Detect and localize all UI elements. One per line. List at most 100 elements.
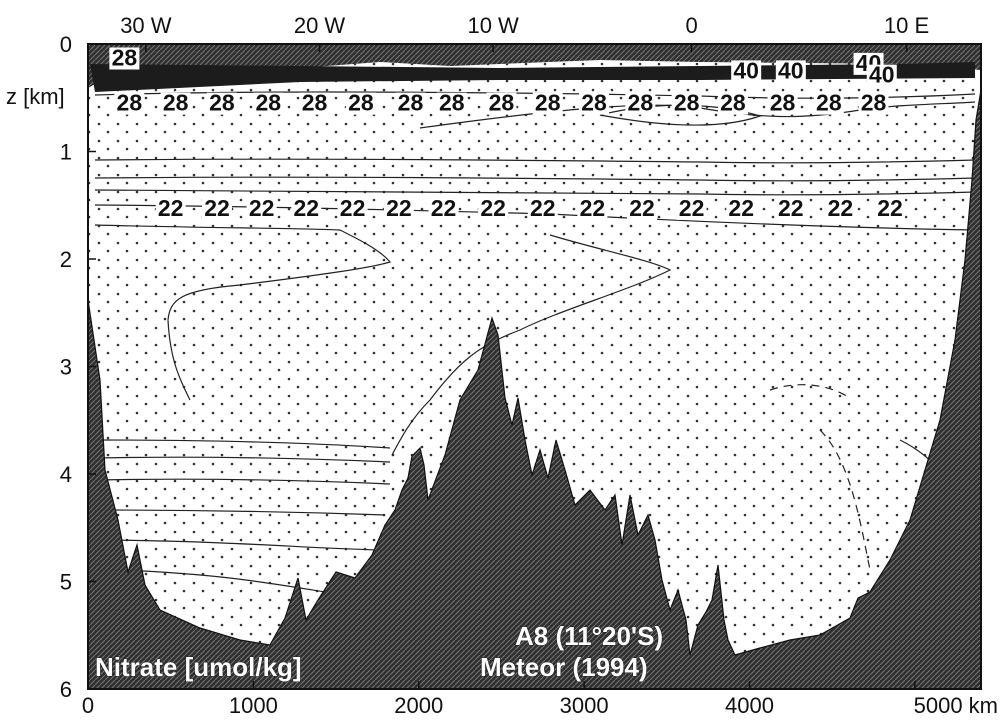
contour-label-background [577, 198, 608, 220]
contour-label: 22 [728, 195, 754, 221]
contour-label-background [114, 92, 145, 115]
contour-label: 22 [877, 195, 903, 221]
x-axis: 0 1000 2000 3000 4000 5000 km [82, 681, 998, 718]
contour-label-background [625, 92, 656, 115]
depth-tick-label: 1 [60, 140, 72, 165]
contour-label-background [478, 198, 509, 220]
contour-label-background [858, 92, 889, 115]
contour-label: 40 [778, 57, 804, 83]
contour-label: 28 [302, 90, 328, 116]
contour-label: 28 [861, 90, 887, 116]
contour-label: 40 [733, 57, 759, 83]
depth-tick-label: 2 [60, 247, 72, 272]
longitude-axis: 30 W 20 W 10 W 0 10 E [120, 13, 929, 52]
contour-label-background [160, 92, 191, 115]
contour-label: 22 [158, 195, 184, 221]
contour-label-background [486, 92, 517, 115]
contour-label: 28 [535, 90, 561, 116]
water-column [88, 44, 981, 689]
contour-label-background [579, 92, 610, 115]
contour-label: 28 [117, 90, 143, 116]
x-tick-label: 0 [82, 693, 94, 718]
contour-label-background [299, 92, 330, 115]
depth-tick-label: 4 [60, 462, 72, 487]
depth-tick-label: 6 [60, 677, 72, 702]
contour-label: 28 [770, 90, 796, 116]
longitude-tick-label: 0 [685, 13, 697, 38]
longitude-tick-label: 10 E [884, 13, 929, 38]
contour-label: 22 [340, 195, 366, 221]
contour-label-background [428, 198, 459, 220]
longitude-tick-label: 30 W [120, 13, 172, 38]
contour-label-background [253, 92, 284, 115]
contour-label-background [866, 64, 897, 87]
contour-label-background [206, 92, 237, 115]
contour-label-background [155, 198, 186, 220]
contour-label: 28 [816, 90, 842, 116]
x-tick-label: 3000 [560, 693, 609, 718]
contour-label-background [671, 92, 702, 115]
contour-label-background [201, 198, 232, 220]
contour-label-background [337, 198, 368, 220]
contour-label: 28 [720, 90, 746, 116]
contour-label: 28 [209, 90, 235, 116]
contour-label: 22 [530, 195, 556, 221]
longitude-tick-label: 20 W [294, 13, 346, 38]
contour-label: 28 [674, 90, 700, 116]
x-tick-label: 4000 [725, 693, 774, 718]
contour-label: 22 [580, 195, 606, 221]
bathymetry [88, 89, 981, 689]
contour-label-background [532, 92, 563, 115]
contour-label-background [726, 198, 757, 220]
contour-label-background [291, 198, 322, 220]
contour-label: 28 [163, 90, 189, 116]
contour-label-background [775, 198, 806, 220]
contour-label: 22 [629, 195, 655, 221]
contour-label: 22 [249, 195, 275, 221]
contour-label: 22 [386, 195, 412, 221]
contour-label-background [109, 47, 140, 70]
contour-label: 22 [828, 195, 854, 221]
annotations: Nitrate [umol/kg] A8 (11°20'S) Meteor (1… [95, 621, 664, 683]
contour-label-background [775, 60, 806, 83]
contour-label: 28 [628, 90, 654, 116]
surface-dense-contours [88, 44, 981, 88]
contour-label: 22 [679, 195, 705, 221]
contour-label: 28 [112, 45, 138, 71]
contour-label: 28 [348, 90, 374, 116]
contour-label: 22 [431, 195, 457, 221]
depth-tick-label: 0 [60, 32, 72, 57]
axis-label-background [4, 84, 86, 110]
x-tick-label: 2000 [394, 693, 443, 718]
section-name-annotation: A8 (11°20'S) [515, 621, 663, 651]
contour-label-background [527, 198, 558, 220]
quantity-annotation: Nitrate [umol/kg] [95, 652, 302, 682]
contour-label-background [825, 198, 856, 220]
cruise-annotation: Meteor (1994) [480, 652, 648, 682]
contour-label: 28 [255, 90, 281, 116]
x-tick-label: 5000 km [914, 693, 998, 718]
depth-axis: 0 1 2 3 4 5 6 [60, 32, 96, 702]
contour-label-background [626, 198, 657, 220]
contour-label: 28 [439, 90, 465, 116]
contour-label: 28 [398, 90, 424, 116]
x-tick-label: 1000 [229, 693, 278, 718]
longitude-tick-label: 10 W [467, 13, 519, 38]
contour-label-background [383, 198, 414, 220]
contour-label: 22 [778, 195, 804, 221]
contour-label: 28 [581, 90, 607, 116]
contour-label-background [731, 60, 762, 83]
contour-label-background [436, 92, 467, 115]
contour-label-background [395, 92, 426, 115]
contour-label-background [767, 92, 798, 115]
contour-label: 22 [293, 195, 319, 221]
depth-tick-label: 5 [60, 570, 72, 595]
contour-label-background [717, 92, 748, 115]
contour-label-background [246, 198, 277, 220]
contour-label: 22 [204, 195, 230, 221]
contour-label-background [676, 198, 707, 220]
y-axis-title: z [km] [6, 84, 65, 109]
contour-label-background [345, 92, 376, 115]
